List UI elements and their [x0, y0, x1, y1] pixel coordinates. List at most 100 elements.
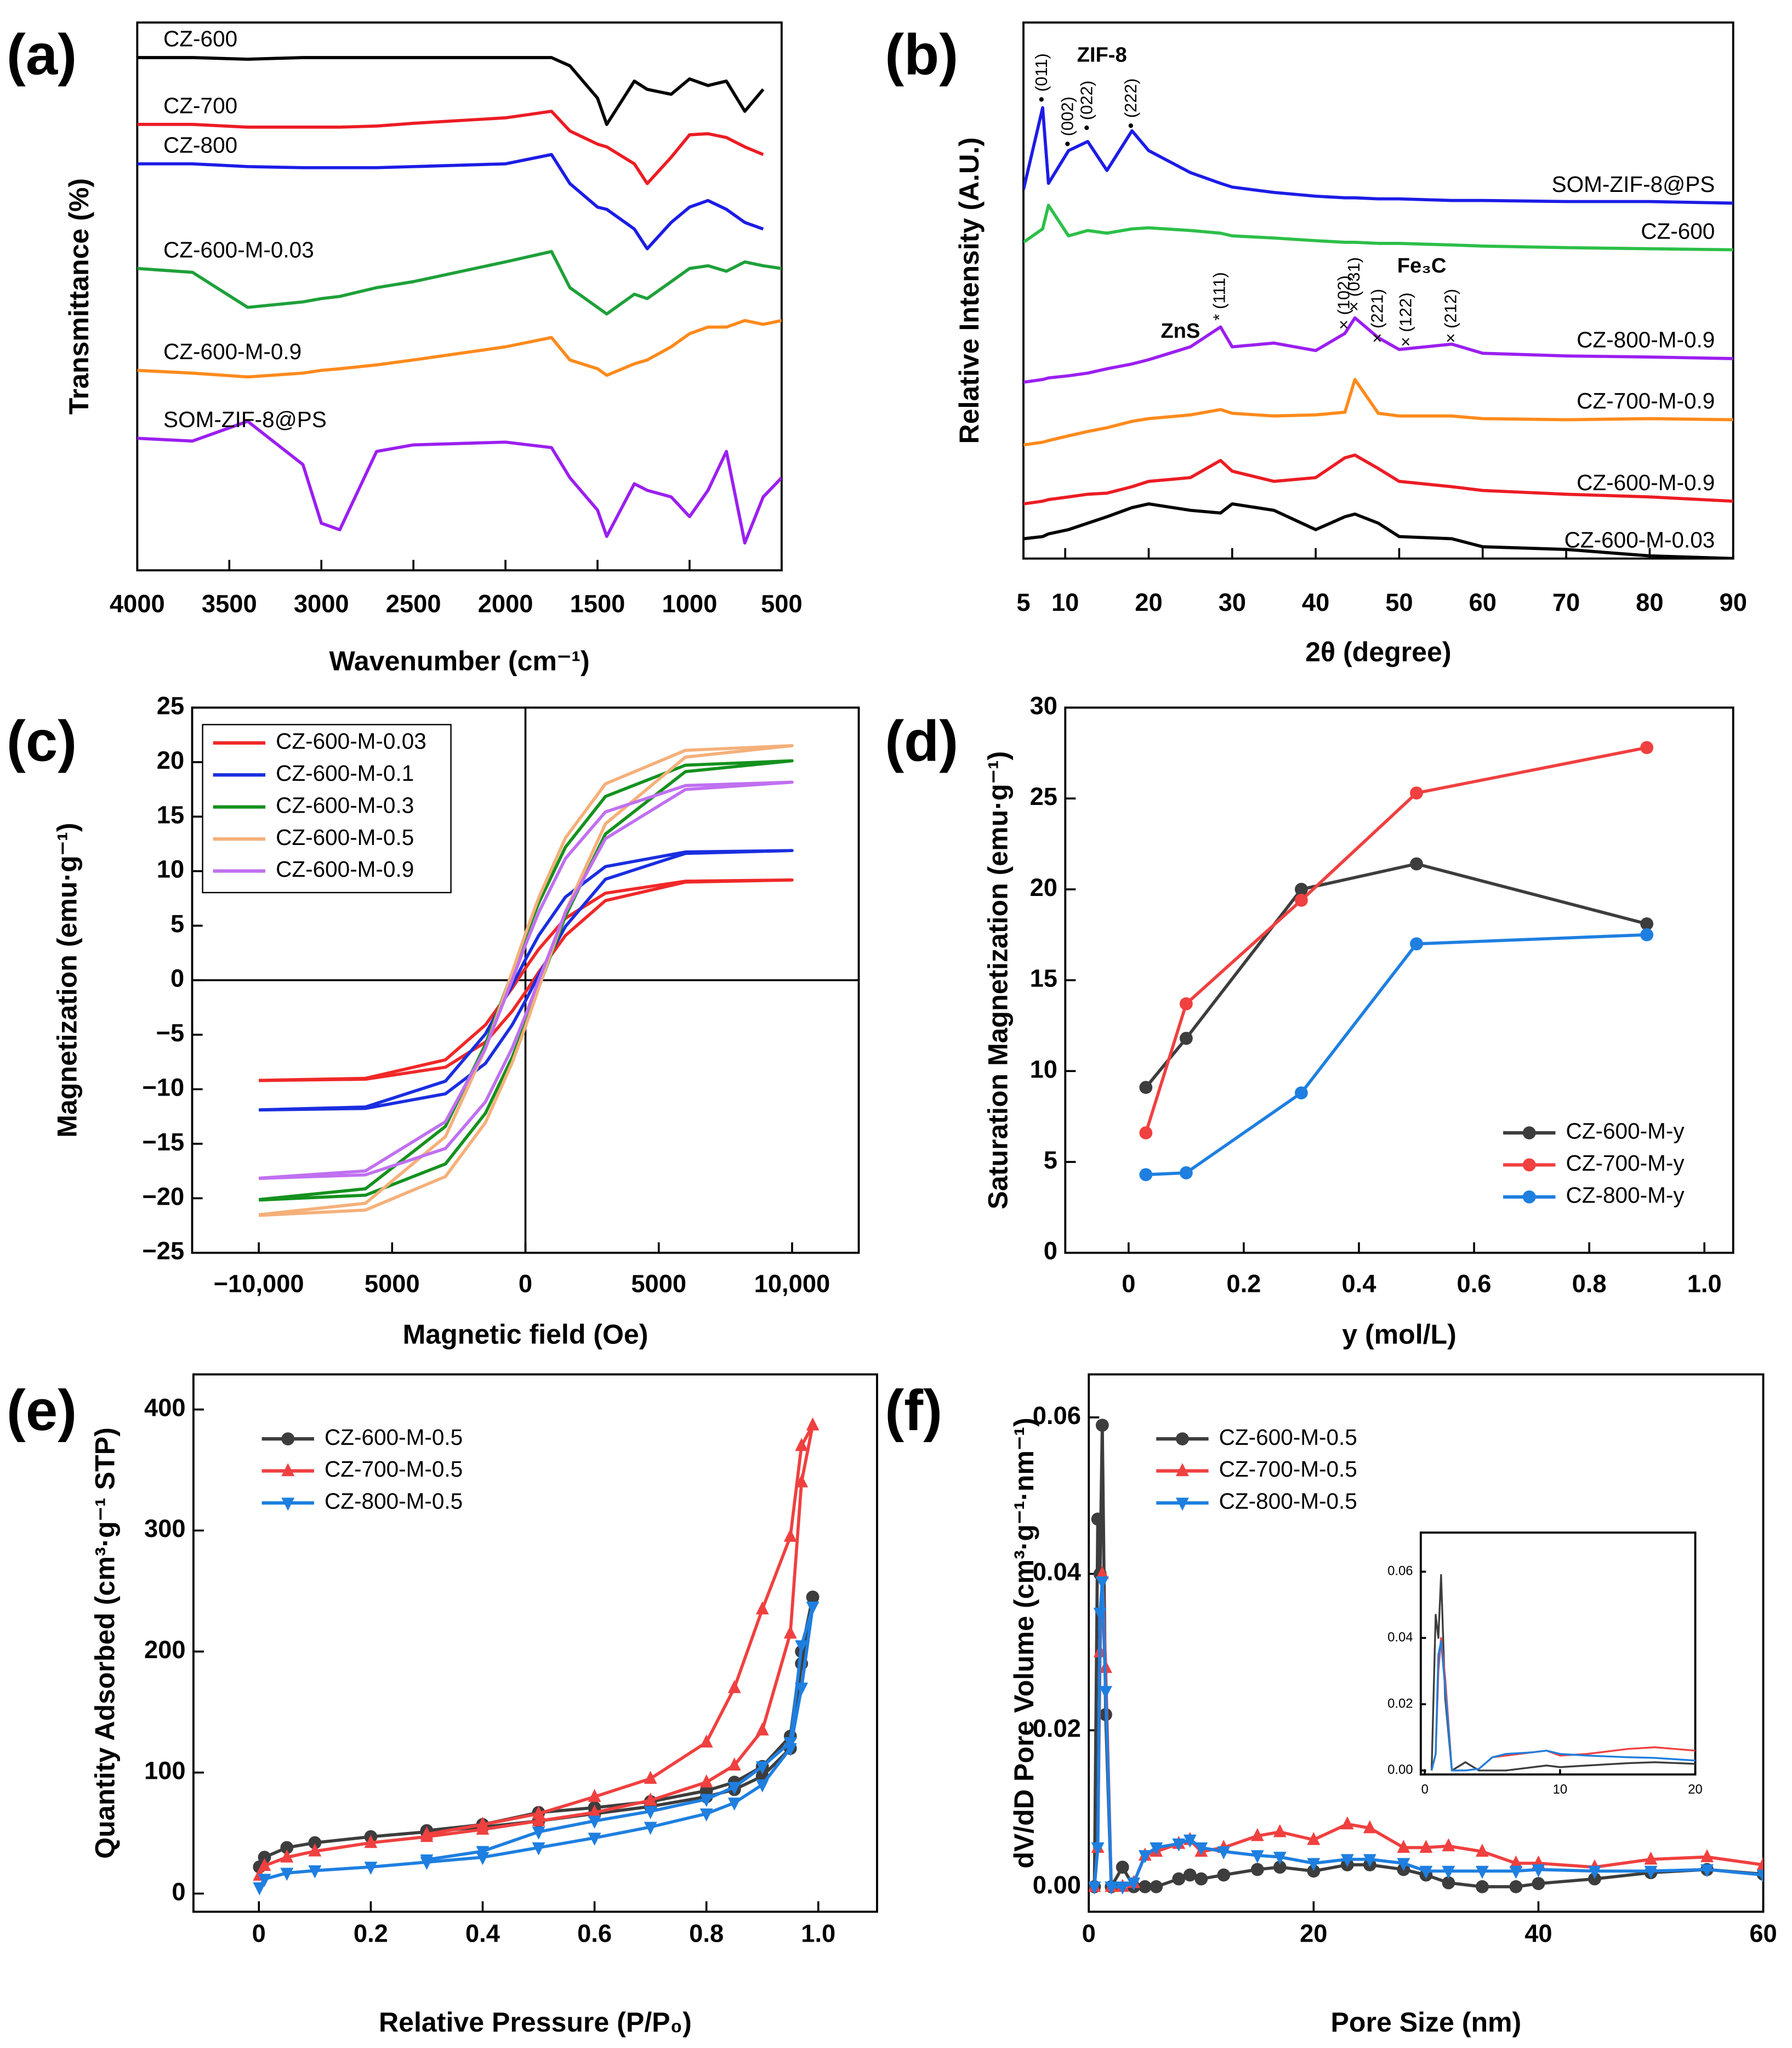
marker: [532, 1813, 545, 1826]
x-tick-label: 0.2: [1226, 1269, 1261, 1297]
legend-label: CZ-800-M-0.5: [325, 1489, 463, 1514]
marker: [1093, 1608, 1107, 1621]
annotation: × (122): [1396, 292, 1415, 347]
series-line: [1023, 316, 1733, 384]
y-axis-label: Saturation Magnetization (emu·g⁻¹): [982, 751, 1013, 1210]
marker: [1410, 786, 1423, 800]
x-tick-label: 0.2: [354, 1919, 388, 1947]
y-tick-label: −15: [142, 1128, 184, 1156]
series-line: [137, 319, 782, 379]
x-tick-label: 3500: [202, 589, 257, 617]
y-tick-label: 0.04: [1033, 1558, 1081, 1586]
marker: [795, 1438, 809, 1451]
marker: [308, 1843, 322, 1857]
y-tick-label: −5: [156, 1019, 185, 1047]
marker: [755, 1779, 769, 1793]
y-tick-label: 0: [1044, 1237, 1057, 1265]
legend-label: CZ-600-M-0.5: [1219, 1425, 1357, 1450]
x-tick-label: 0.8: [1572, 1269, 1607, 1297]
marker: [1116, 1881, 1129, 1895]
marker: [1139, 1081, 1153, 1094]
marker: [1419, 1865, 1433, 1879]
y-axis-label: dV/dD Pore Volume (cm³·g⁻¹·nm⁻¹): [1009, 1417, 1039, 1868]
marker: [795, 1474, 809, 1488]
annotation: × (102): [1334, 275, 1353, 330]
marker: [1250, 1828, 1264, 1841]
marker: [588, 1805, 601, 1818]
panel-label: (d): [885, 709, 958, 773]
y-axis-label: Quantity Adsorbed (cm³·g⁻¹ STP): [90, 1427, 121, 1859]
marker: [532, 1826, 545, 1840]
marker: [420, 1826, 434, 1840]
marker: [1194, 1842, 1208, 1856]
marker: [1756, 1857, 1763, 1870]
marker: [644, 1771, 657, 1784]
series-line: [137, 419, 782, 545]
y-tick-label: 25: [157, 691, 184, 719]
marker: [1175, 1463, 1189, 1477]
marker: [755, 1722, 769, 1735]
marker: [1340, 1854, 1354, 1868]
marker: [806, 1601, 820, 1615]
marker: [1442, 1838, 1455, 1852]
x-axis-label: y (mol/L): [1342, 1319, 1457, 1350]
x-tick-label: 1500: [570, 589, 625, 617]
marker: [1183, 1868, 1197, 1882]
marker: [1217, 1846, 1231, 1859]
marker: [1475, 1843, 1489, 1857]
panel-label: (e): [7, 1378, 77, 1443]
marker: [1091, 1512, 1105, 1526]
marker: [588, 1789, 601, 1802]
legend-label: CZ-600-M-0.03: [163, 237, 314, 262]
marker: [1588, 1865, 1601, 1879]
marker: [1307, 1858, 1321, 1871]
legend-label: CZ-700-M-0.5: [325, 1456, 463, 1482]
series-line: [1023, 378, 1733, 447]
marker: [1340, 1816, 1354, 1830]
marker: [727, 1757, 741, 1771]
x-tick-label: 0: [1122, 1269, 1135, 1297]
x-tick-label: 40: [1524, 1919, 1552, 1947]
marker: [1099, 1686, 1112, 1699]
x-axis-label: 2θ (degree): [1305, 637, 1451, 667]
marker: [1273, 1852, 1287, 1865]
marker: [644, 1792, 657, 1806]
marker: [644, 1806, 657, 1819]
marker: [1295, 893, 1308, 907]
marker: [1532, 1864, 1545, 1877]
marker: [1475, 1880, 1489, 1893]
series-line: [137, 152, 764, 251]
legend-label: CZ-800-M-0.5: [1219, 1489, 1357, 1514]
y-tick-label: 25: [1030, 782, 1057, 810]
marker: [1194, 1872, 1208, 1886]
x-tick-label: 2500: [386, 589, 441, 617]
annotation: * (111): [1210, 272, 1229, 320]
x-tick-label: 20: [1135, 588, 1162, 616]
marker: [1363, 1854, 1376, 1868]
y-tick-label: 0.00: [1387, 1762, 1413, 1777]
legend-label: CZ-600: [163, 26, 237, 52]
marker: [280, 1841, 294, 1854]
x-axis-label: Wavenumber (cm⁻¹): [329, 646, 590, 677]
marker: [476, 1846, 490, 1859]
marker: [699, 1734, 713, 1748]
panel-label: (b): [885, 23, 958, 87]
marker: [253, 1882, 266, 1896]
marker: [1475, 1865, 1489, 1879]
marker: [1150, 1842, 1163, 1856]
legend-label: CZ-600-M-0.9: [1577, 470, 1715, 495]
marker: [1397, 1858, 1410, 1871]
marker: [699, 1774, 713, 1788]
series-line: [258, 1605, 815, 1888]
marker: [1756, 1869, 1763, 1883]
y-axis-label: Magnetization (emu·g⁻¹): [52, 822, 83, 1137]
marker: [1273, 1824, 1287, 1837]
legend-label: CZ-600-M-0.03: [1565, 527, 1715, 552]
marker: [1442, 1876, 1455, 1890]
marker: [699, 1808, 713, 1822]
legend-label: CZ-700: [163, 93, 237, 118]
marker: [1095, 1419, 1109, 1432]
y-tick-label: −20: [142, 1182, 184, 1210]
panel-label: (c): [7, 709, 77, 773]
